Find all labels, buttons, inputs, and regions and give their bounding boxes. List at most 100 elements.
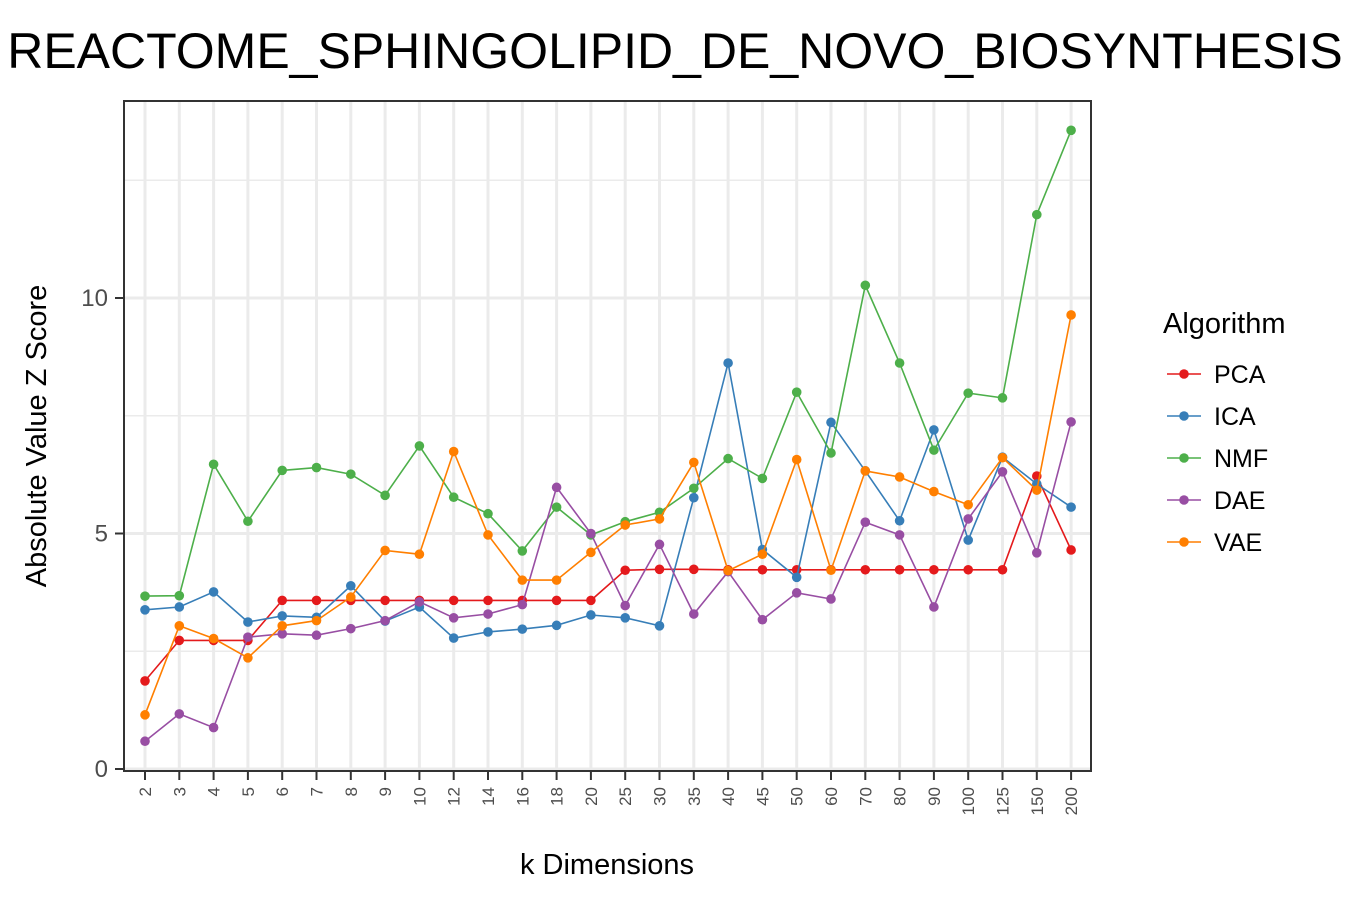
point-vae-13 (586, 547, 596, 558)
x-tick-label-1: 3 (170, 787, 189, 796)
x-tick-label-27: 200 (1062, 787, 1081, 815)
point-dae-25 (997, 466, 1008, 477)
point-dae-24 (963, 514, 973, 524)
legend-item-pca: PCA (1167, 361, 1266, 389)
x-tick-label-11: 16 (513, 787, 532, 806)
point-dae-21 (860, 517, 871, 527)
legend-label-vae: VAE (1214, 529, 1262, 557)
point-ica-20 (826, 417, 836, 428)
grid-minor (124, 179, 1091, 652)
point-nmf-8 (414, 441, 425, 451)
point-vae-15 (654, 514, 665, 524)
point-pca-1 (174, 635, 185, 646)
legend-title: Algorithm (1163, 308, 1286, 340)
legend-item-vae: VAE (1167, 529, 1262, 557)
point-pca-14 (620, 565, 630, 576)
x-tick-label-10: 14 (479, 787, 498, 806)
point-nmf-26 (1032, 209, 1042, 220)
legend-point-vae (1179, 537, 1189, 547)
point-ica-4 (277, 611, 288, 621)
point-ica-17 (723, 358, 733, 368)
point-dae-6 (346, 623, 356, 634)
point-nmf-25 (997, 393, 1008, 403)
point-nmf-27 (1066, 125, 1076, 136)
point-vae-8 (414, 549, 425, 560)
point-ica-24 (963, 535, 973, 545)
x-tick-label-12: 18 (548, 787, 567, 806)
series-line-vae (144, 314, 1072, 716)
point-ica-6 (346, 580, 356, 591)
point-nmf-4 (277, 465, 288, 476)
legend-label-dae: DAE (1214, 487, 1265, 515)
plot-panel-border (123, 100, 1092, 772)
x-tick-label-15: 30 (651, 787, 670, 806)
point-nmf-12 (551, 502, 562, 512)
point-dae-9 (448, 613, 459, 623)
chart-title: REACTOME_SPHINGOLIPID_DE_NOVO_BIOSYNTHES… (7, 23, 1343, 79)
point-nmf-22 (894, 358, 905, 368)
point-dae-16 (689, 609, 699, 619)
point-nmf-2 (208, 459, 219, 470)
point-vae-24 (963, 499, 973, 510)
x-tick-label-22: 80 (891, 787, 910, 806)
point-dae-13 (586, 528, 596, 539)
x-tick-label-18: 45 (753, 787, 772, 806)
point-vae-18 (757, 549, 768, 560)
point-nmf-9 (448, 492, 459, 503)
point-ica-23 (929, 425, 939, 435)
point-dae-4 (277, 629, 288, 639)
series-line-pca (144, 473, 1072, 682)
point-vae-10 (483, 530, 493, 540)
x-axis-title: k Dimensions (520, 849, 694, 881)
legend-point-dae (1179, 495, 1189, 505)
point-vae-9 (448, 446, 459, 457)
point-vae-22 (894, 472, 905, 482)
point-pca-23 (929, 564, 939, 575)
point-vae-19 (791, 454, 802, 465)
point-nmf-7 (380, 490, 390, 501)
point-vae-16 (689, 457, 699, 468)
x-axis: 2 3 4 5 6 7 8 9 10 12 14 16 18 20 25 30 35 40 45 50 60 70 80 90… (136, 771, 1081, 815)
point-pca-9 (448, 595, 459, 606)
point-dae-10 (483, 609, 493, 619)
series-layer (140, 125, 1076, 747)
x-tick-label-4: 6 (273, 787, 292, 796)
point-nmf-17 (723, 453, 733, 464)
x-tick-label-0: 2 (136, 787, 155, 796)
point-vae-1 (174, 621, 185, 631)
x-tick-label-19: 50 (788, 787, 807, 806)
x-tick-label-23: 90 (925, 787, 944, 806)
point-dae-20 (826, 594, 836, 604)
legend-label-pca: PCA (1214, 361, 1266, 389)
legend-item-ica: ICA (1167, 403, 1256, 431)
legend-point-pca (1179, 369, 1189, 379)
point-nmf-24 (963, 388, 973, 398)
point-pca-16 (689, 564, 699, 575)
x-tick-label-13: 20 (582, 787, 601, 806)
point-vae-2 (208, 633, 219, 644)
point-nmf-11 (517, 546, 528, 556)
point-nmf-6 (346, 469, 356, 479)
point-dae-12 (551, 482, 562, 493)
point-nmf-5 (311, 462, 322, 473)
series-line-dae (144, 421, 1072, 742)
point-pca-0 (140, 676, 150, 686)
point-dae-22 (894, 530, 905, 540)
y-axis: 0 5 10 (81, 101, 125, 783)
point-dae-2 (208, 722, 219, 733)
point-nmf-20 (826, 448, 836, 458)
x-tick-label-21: 70 (856, 787, 875, 806)
point-ica-14 (620, 613, 630, 623)
point-ica-1 (174, 602, 185, 612)
point-ica-2 (208, 587, 219, 597)
point-dae-18 (757, 614, 768, 625)
x-tick-label-16: 35 (685, 787, 704, 806)
point-dae-27 (1066, 417, 1076, 427)
point-pca-7 (380, 595, 390, 606)
x-tick-label-2: 4 (205, 787, 224, 796)
x-tick-label-6: 8 (342, 787, 361, 796)
point-dae-23 (929, 602, 939, 612)
point-nmf-1 (174, 590, 185, 601)
point-vae-27 (1066, 310, 1076, 320)
